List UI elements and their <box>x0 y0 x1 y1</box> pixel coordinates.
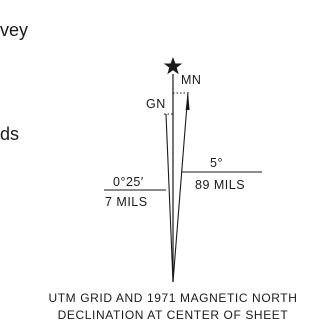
grid-declination-degrees: 0°25′ <box>113 175 144 189</box>
grid-declination-mils: 7 MILS <box>105 195 148 209</box>
caption-line-2: DECLINATION AT CENTER OF SHEET <box>58 308 289 322</box>
grid-north-line <box>165 113 174 283</box>
gn-label: GN <box>146 97 166 111</box>
fragment-text-1: vey <box>0 20 28 40</box>
mn-arrowhead-icon <box>185 92 190 110</box>
mn-label: MN <box>181 73 201 87</box>
magnetic-north-line <box>172 91 189 283</box>
magnetic-declination-mils: 89 MILS <box>195 178 245 192</box>
fragment-text-2: ds <box>0 124 19 144</box>
magnetic-declination-degrees: 5° <box>210 156 223 170</box>
caption-line-1: UTM GRID AND 1971 MAGNETIC NORTH <box>48 291 297 305</box>
true-north-star-icon <box>163 57 183 75</box>
